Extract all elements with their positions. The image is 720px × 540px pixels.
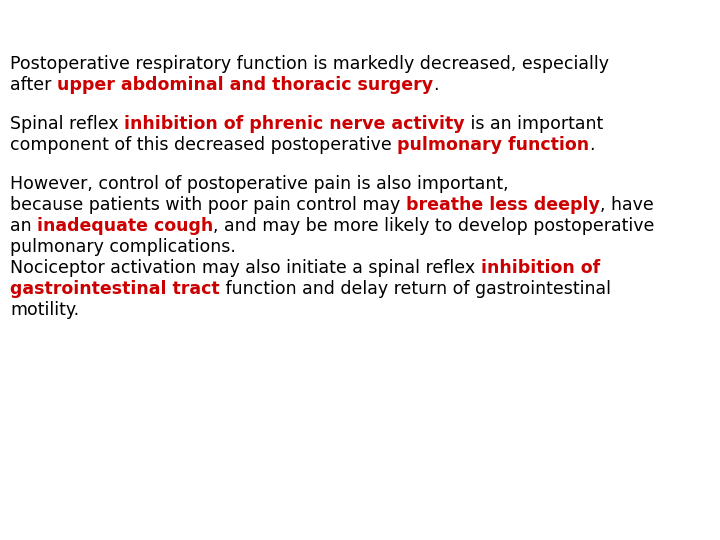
Text: .: . bbox=[590, 136, 595, 154]
Text: breathe less deeply: breathe less deeply bbox=[406, 196, 600, 214]
Text: pulmonary function: pulmonary function bbox=[397, 136, 590, 154]
Text: However, control of postoperative pain is also important,: However, control of postoperative pain i… bbox=[10, 175, 508, 193]
Text: Postoperative respiratory function is markedly decreased, especially: Postoperative respiratory function is ma… bbox=[10, 55, 609, 73]
Text: .: . bbox=[433, 76, 438, 94]
Text: component of this decreased postoperative: component of this decreased postoperativ… bbox=[10, 136, 397, 154]
Text: because patients with poor pain control may: because patients with poor pain control … bbox=[10, 196, 406, 214]
Text: inhibition of phrenic nerve activity: inhibition of phrenic nerve activity bbox=[124, 115, 464, 133]
Text: inadequate cough: inadequate cough bbox=[37, 217, 213, 235]
Text: inhibition of: inhibition of bbox=[481, 259, 600, 277]
Text: upper abdominal and thoracic surgery: upper abdominal and thoracic surgery bbox=[57, 76, 433, 94]
Text: gastrointestinal tract: gastrointestinal tract bbox=[10, 280, 220, 298]
Text: pulmonary complications.: pulmonary complications. bbox=[10, 238, 236, 256]
Text: after: after bbox=[10, 76, 57, 94]
Text: an: an bbox=[10, 217, 37, 235]
Text: motility.: motility. bbox=[10, 301, 79, 319]
Text: , have: , have bbox=[600, 196, 653, 214]
Text: Nociceptor activation may also initiate a spinal reflex: Nociceptor activation may also initiate … bbox=[10, 259, 481, 277]
Text: , and may be more likely to develop postoperative: , and may be more likely to develop post… bbox=[213, 217, 654, 235]
Text: is an important: is an important bbox=[464, 115, 603, 133]
Text: Spinal reflex: Spinal reflex bbox=[10, 115, 124, 133]
Text: function and delay return of gastrointestinal: function and delay return of gastrointes… bbox=[220, 280, 611, 298]
